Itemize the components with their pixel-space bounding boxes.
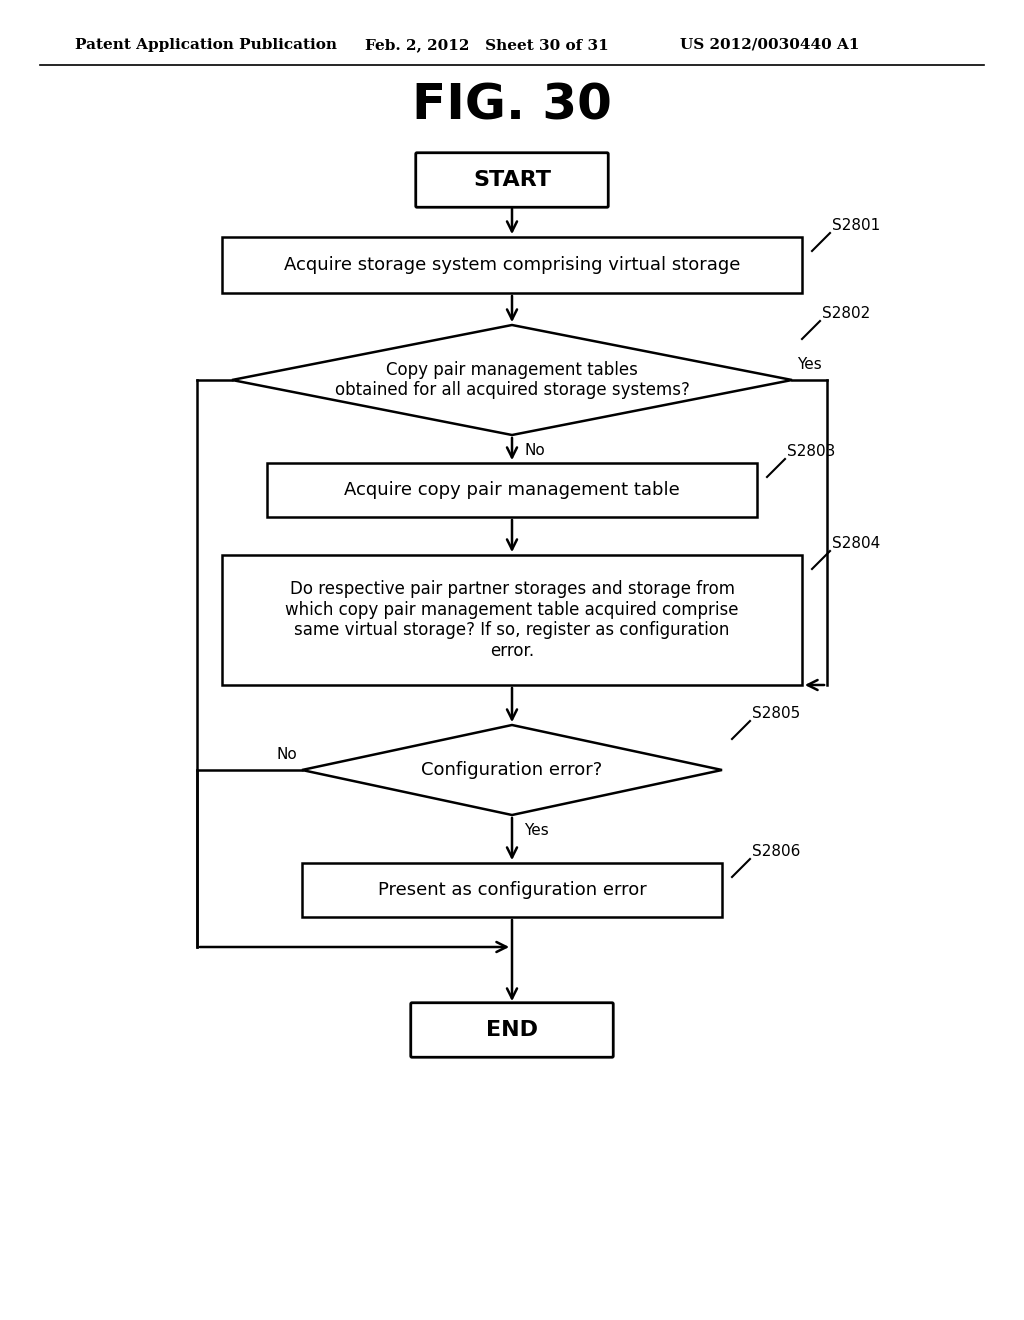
Text: S2801: S2801 — [831, 218, 881, 234]
Text: Patent Application Publication: Patent Application Publication — [75, 38, 337, 51]
Text: Yes: Yes — [797, 356, 821, 372]
Text: S2806: S2806 — [752, 843, 801, 859]
Text: Acquire copy pair management table: Acquire copy pair management table — [344, 480, 680, 499]
Polygon shape — [232, 325, 792, 436]
Polygon shape — [302, 725, 722, 814]
Text: Configuration error?: Configuration error? — [421, 762, 603, 779]
Text: Present as configuration error: Present as configuration error — [378, 880, 646, 899]
Text: Yes: Yes — [524, 822, 549, 838]
Bar — [222, 554, 802, 685]
Text: S2802: S2802 — [822, 306, 870, 321]
FancyBboxPatch shape — [411, 1003, 613, 1057]
Text: Feb. 2, 2012   Sheet 30 of 31: Feb. 2, 2012 Sheet 30 of 31 — [365, 38, 608, 51]
Text: US 2012/0030440 A1: US 2012/0030440 A1 — [680, 38, 859, 51]
Text: No: No — [524, 444, 545, 458]
FancyBboxPatch shape — [416, 153, 608, 207]
Bar — [222, 238, 802, 293]
Text: START: START — [473, 170, 551, 190]
Text: S2805: S2805 — [752, 706, 800, 721]
Text: END: END — [486, 1020, 538, 1040]
Text: Copy pair management tables
obtained for all acquired storage systems?: Copy pair management tables obtained for… — [335, 360, 689, 400]
Text: Acquire storage system comprising virtual storage: Acquire storage system comprising virtua… — [284, 256, 740, 275]
Bar — [302, 863, 722, 917]
Text: No: No — [276, 747, 297, 762]
Text: S2804: S2804 — [831, 536, 881, 550]
Text: S2803: S2803 — [787, 444, 836, 459]
Text: Do respective pair partner storages and storage from
which copy pair management : Do respective pair partner storages and … — [286, 579, 738, 660]
Text: FIG. 30: FIG. 30 — [412, 81, 612, 129]
Bar — [267, 463, 757, 517]
